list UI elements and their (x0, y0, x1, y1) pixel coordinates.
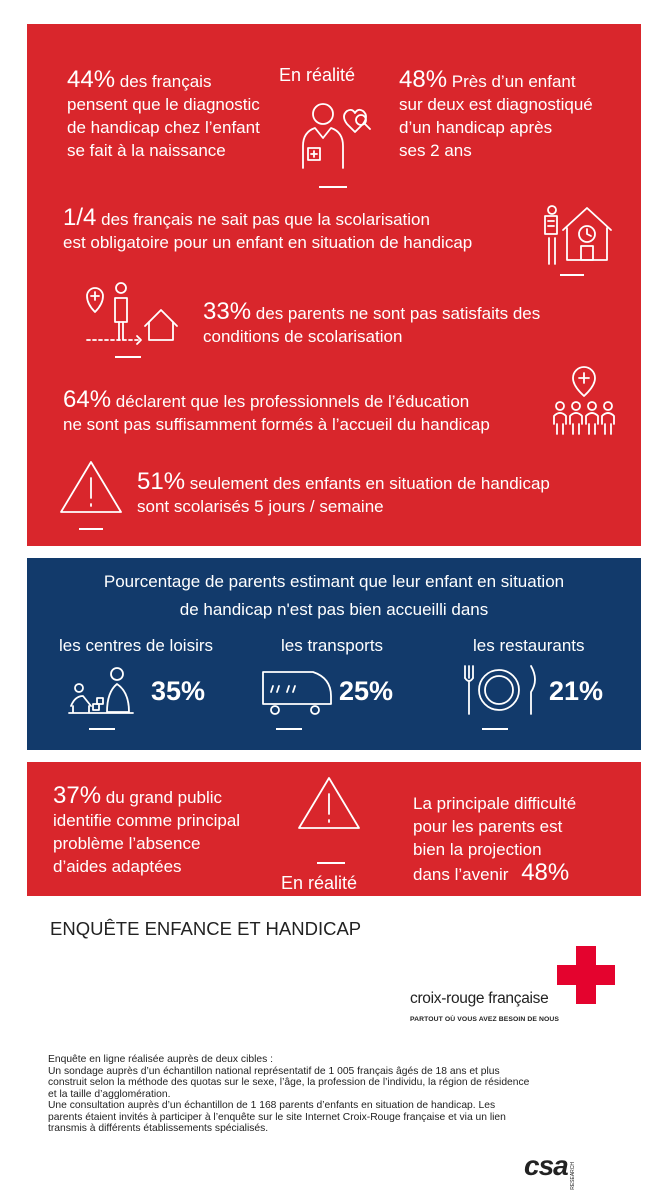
stat-64-block: 64% déclarent que les professionnels de … (63, 388, 553, 436)
blue-panel-title: Pourcentage de parents estimant que leur… (27, 568, 641, 624)
bottom-red-panel: 37% du grand public identifie comme prin… (27, 762, 641, 896)
stat-48-line1: Près d’un enfant (451, 72, 576, 91)
top-red-panel: 44% des français pensent que le diagnost… (27, 24, 641, 546)
stat-51-line1: seulement des enfants en situation de ha… (189, 474, 550, 493)
transport-pct: 25% (339, 676, 394, 706)
stat-44-line2: pensent que le diagnostic (67, 95, 260, 114)
stat-37-line3: problème l’absence (53, 834, 201, 853)
csa-logo: csa RESEARCH (524, 1150, 576, 1190)
school-clock-icon (544, 205, 612, 265)
divider-dash (79, 528, 103, 530)
divider-dash (560, 274, 584, 276)
en-realite-label: En réalité (279, 65, 356, 85)
leisure-pct: 35% (151, 676, 206, 706)
footnote-line: Un sondage auprès d’un échantillon natio… (48, 1065, 500, 1077)
stat-37-block: 37% du grand public identifie comme prin… (53, 784, 283, 878)
stat-33-line1: des parents ne sont pas satisfaits des (255, 304, 541, 323)
stat-33-block: 33% des parents ne sont pas satisfaits d… (203, 300, 633, 348)
stat-37-line4: d’aides adaptées (53, 857, 182, 876)
csa-logo-text: csa (524, 1150, 569, 1181)
stat-37-line1: du grand public (105, 788, 223, 807)
stat-quarter-line1: des français ne sait pas que la scolaris… (101, 210, 430, 229)
stat-44-block: 44% des français pensent que le diagnost… (67, 68, 297, 162)
stat-quarter-pct: 1/4 (63, 204, 97, 231)
warning-icon (298, 777, 360, 829)
warning-icon (60, 461, 122, 513)
restaurant-pct: 21% (549, 676, 604, 706)
train-icon (262, 671, 332, 715)
stat-37-line2: identifie comme principal (53, 811, 241, 830)
blue-title-line2: de handicap n'est pas bien accueilli dan… (179, 600, 489, 619)
stat-51-pct: 51% (137, 468, 186, 495)
transport-label: les transports (281, 636, 384, 655)
red-cross-logo-icon (557, 946, 615, 1004)
playing-children-icon (68, 667, 134, 714)
stat-33-pct: 33% (203, 298, 252, 325)
blue-panel: Pourcentage de parents estimant que leur… (27, 558, 641, 750)
stat-48-line4: ses 2 ans (399, 141, 472, 160)
stat-44-line4: se fait à la naissance (67, 141, 226, 160)
divider-dash (276, 728, 302, 730)
stat-64-line2: ne sont pas suffisamment formés à l’accu… (63, 415, 490, 434)
blue-title-line1: Pourcentage de parents estimant que leur… (103, 572, 565, 591)
stat-51-line2: sont scolarisés 5 jours / semaine (137, 497, 384, 516)
stat-44-line1: des français (119, 72, 212, 91)
stat-quarter-line2: est obligatoire pour un enfant en situat… (63, 233, 473, 252)
location-walk-home-icon (86, 282, 178, 345)
stat-48-block: 48% Près d’un enfant sur deux est diagno… (399, 68, 639, 162)
stat-quarter-block: 1/4 des français ne sait pas que la scol… (63, 206, 543, 254)
footnote-line: Enquête en ligne réalisée auprès de deux… (48, 1054, 273, 1065)
stat-51-block: 51% seulement des enfants en situation d… (137, 470, 617, 518)
leisure-label: les centres de loisirs (59, 636, 214, 655)
footnote-line: et la taille d’agglomération. (48, 1088, 171, 1100)
croix-rouge-tagline: PARTOUT OÙ VOUS AVEZ BESOIN DE NOUS (410, 1016, 560, 1023)
footnote-line: parents étaient invités à participer à l… (48, 1111, 506, 1123)
projection-line3: bien la projection (413, 840, 542, 859)
survey-title: ENQUÊTE ENFANCE ET HANDICAP (50, 918, 362, 939)
stat-48-pct: 48% (399, 66, 448, 93)
restaurant-label: les restaurants (473, 636, 585, 655)
divider-dash (317, 862, 345, 864)
stat-33-line2: conditions de scolarisation (203, 327, 403, 346)
projection-line1: La principale difficulté (413, 794, 577, 813)
stat-44-line3: de handicap chez l’enfant (67, 118, 260, 137)
projection-block: La principale difficulté pour les parent… (413, 792, 633, 886)
doctor-heart-icon (302, 103, 371, 169)
projection-line2: pour les parents est (413, 817, 563, 836)
stat-37-pct: 37% (53, 782, 102, 809)
divider-dash (319, 186, 347, 188)
footnote-line: construit selon la méthode des quotas su… (48, 1077, 530, 1088)
divider-dash (482, 728, 508, 730)
footnote-line: Une consultation auprès d’un échantillon… (48, 1100, 496, 1111)
plate-cutlery-icon (464, 665, 536, 715)
projection-pct: 48% (521, 859, 570, 886)
stat-48-line2: sur deux est diagnostiqué (399, 95, 593, 114)
stat-64-line1: déclarent que les professionnels de l’éd… (115, 392, 470, 411)
en-realite-label-bottom: En réalité (281, 873, 358, 893)
footnote-line: transmis à différents établissements spé… (48, 1123, 269, 1134)
stat-48-line3: d’un handicap après (399, 118, 553, 137)
stat-64-pct: 64% (63, 386, 112, 413)
methodology-footnote: Enquête en ligne réalisée auprès de deux… (48, 1054, 618, 1135)
stat-44-pct: 44% (67, 66, 116, 93)
group-location-icon (553, 366, 615, 435)
divider-dash (115, 356, 141, 358)
divider-dash (89, 728, 115, 730)
csa-logo-sub: RESEARCH (570, 1162, 576, 1190)
projection-line4: dans l’avenir (413, 865, 509, 884)
croix-rouge-logo-text: croix-rouge française (410, 990, 549, 1007)
